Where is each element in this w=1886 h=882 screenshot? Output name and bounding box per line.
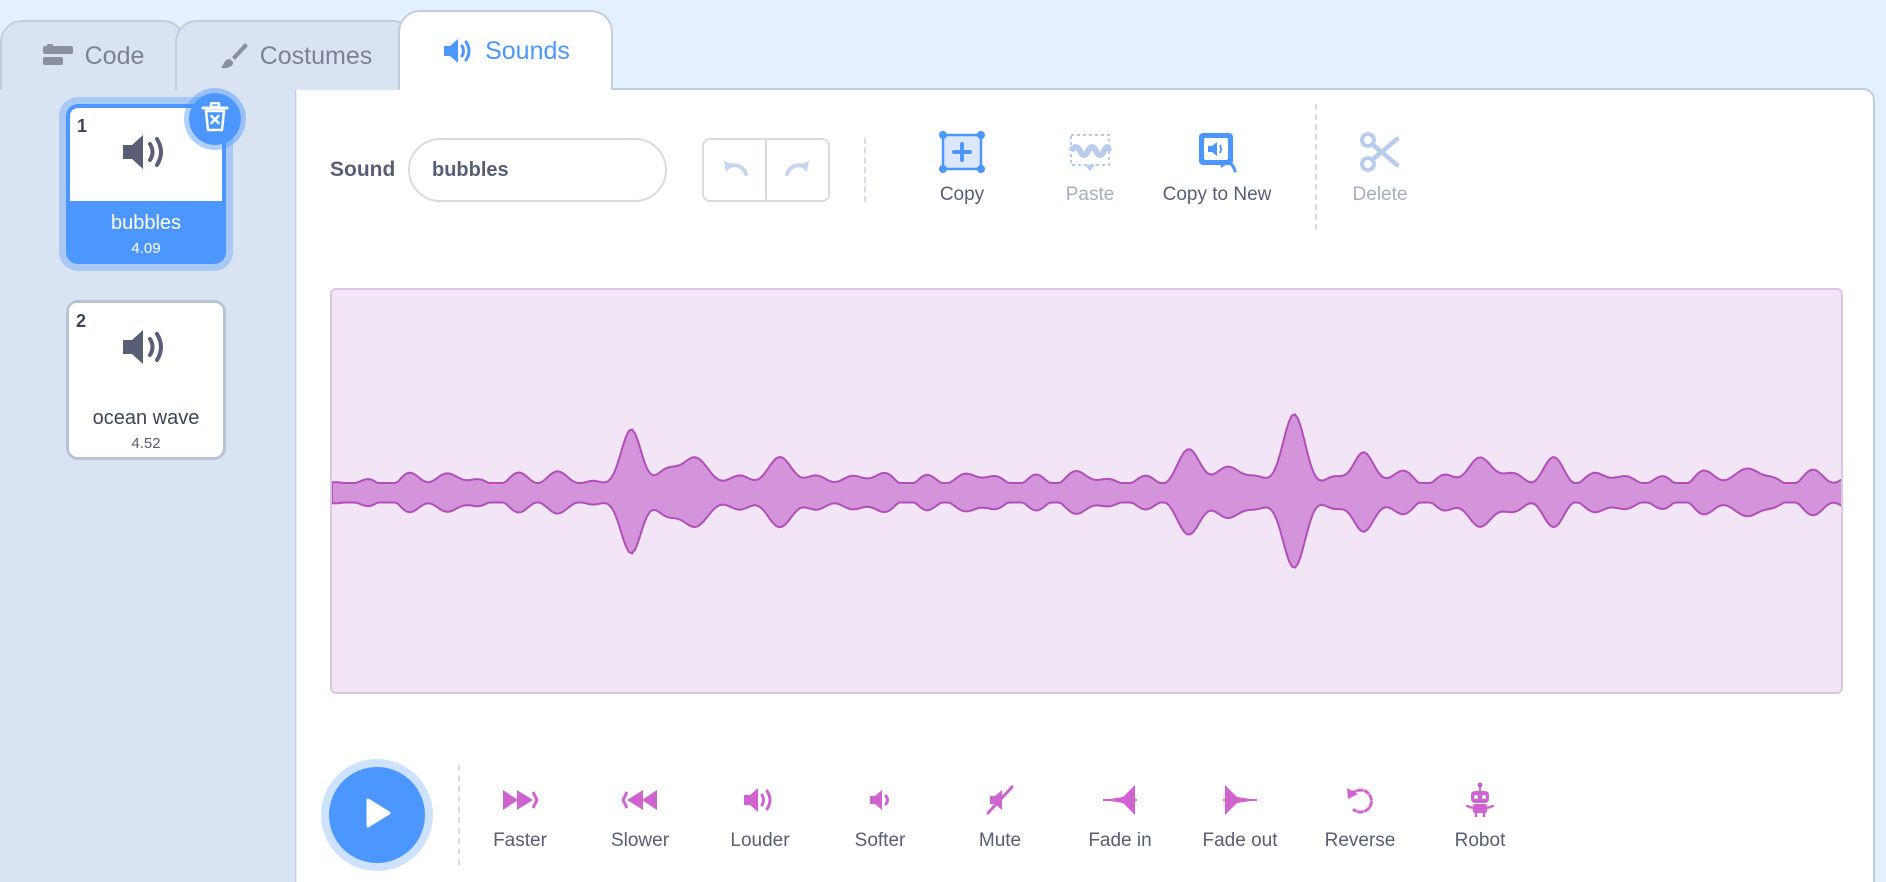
tab-code[interactable]: Code (0, 20, 185, 90)
copy-to-new-button[interactable]: Copy to New (1147, 130, 1287, 220)
effect-robot-label: Robot (1454, 830, 1506, 851)
redo-button[interactable] (765, 140, 828, 200)
effect-louder-label: Louder (730, 830, 790, 851)
trash-icon (201, 101, 229, 137)
tab-costumes-label: Costumes (259, 41, 373, 70)
effect-fade-out-button[interactable]: Fade out (1185, 780, 1295, 860)
tab-sounds-label: Sounds (485, 36, 570, 65)
sound-duration: 4.52 (131, 435, 161, 452)
sound-name-input[interactable] (408, 138, 667, 202)
undo-button[interactable] (704, 140, 765, 200)
effect-fade-in-label: Fade in (1088, 830, 1152, 851)
effect-slower-button[interactable]: Slower (585, 780, 695, 860)
undo-icon (719, 156, 751, 185)
effect-mute-button[interactable]: Mute (945, 780, 1055, 860)
speaker-icon (441, 36, 475, 66)
waveform-editor[interactable] (330, 288, 1843, 694)
speaker-icon (119, 130, 173, 179)
rewind-icon (621, 780, 659, 820)
divider (1315, 104, 1317, 230)
effect-fade-out-label: Fade out (1202, 830, 1278, 851)
editor-tabs: Code Costumes Sounds (0, 0, 1886, 90)
effect-mute-label: Mute (978, 830, 1022, 851)
reverse-icon (1344, 780, 1376, 820)
divider (864, 138, 866, 202)
effect-reverse-button[interactable]: Reverse (1305, 780, 1415, 860)
divider (458, 765, 460, 865)
paste-label: Paste (1065, 184, 1115, 205)
play-icon (362, 797, 392, 834)
sound-number: 2 (76, 311, 87, 331)
sound-item[interactable]: 2 ocean wave 4.52 (66, 300, 226, 460)
play-button[interactable] (329, 767, 425, 863)
copy-to-new-icon (1195, 130, 1239, 174)
effect-softer-button[interactable]: Softer (825, 780, 935, 860)
tab-code-label: Code (84, 41, 145, 70)
waveform-path (332, 413, 1841, 569)
scissors-icon (1359, 130, 1401, 174)
fade-out-icon (1221, 780, 1259, 820)
paste-button[interactable]: Paste (1025, 130, 1155, 220)
effect-softer-label: Softer (854, 830, 906, 851)
sound-name: ocean wave (92, 407, 200, 429)
effect-reverse-label: Reverse (1324, 830, 1396, 851)
waveform-graphic (332, 413, 1841, 569)
copy-button[interactable]: Copy (897, 130, 1027, 220)
code-blocks-icon (41, 44, 75, 68)
sound-thumbnail (69, 303, 223, 396)
mute-icon (984, 780, 1016, 820)
fast-forward-icon (501, 780, 539, 820)
effect-faster-button[interactable]: Faster (465, 780, 575, 860)
delete-sound-button[interactable] (184, 88, 246, 150)
fade-in-icon (1101, 780, 1139, 820)
delete-button[interactable]: Delete (1315, 130, 1445, 220)
paste-icon (1066, 130, 1114, 174)
effect-robot-button[interactable]: Robot (1425, 780, 1535, 860)
effect-slower-label: Slower (610, 830, 670, 851)
effect-louder-button[interactable]: Louder (705, 780, 815, 860)
redo-icon (782, 156, 814, 185)
sound-number: 1 (77, 116, 88, 136)
copy-to-new-label: Copy to New (1162, 184, 1272, 205)
sound-duration: 4.09 (131, 240, 161, 257)
delete-label: Delete (1352, 184, 1408, 205)
paintbrush-icon (218, 40, 250, 72)
robot-icon (1465, 780, 1495, 820)
effect-faster-label: Faster (493, 830, 547, 851)
sound-editor: Sound (297, 88, 1875, 882)
volume-down-icon (867, 780, 893, 820)
copy-icon (937, 130, 987, 174)
sound-item[interactable]: 1 bubbles 4.09 (66, 104, 226, 264)
tab-costumes[interactable]: Costumes (175, 20, 415, 90)
sound-name: bubbles (110, 212, 182, 234)
undo-redo-group (702, 138, 830, 202)
effect-fade-in-button[interactable]: Fade in (1065, 780, 1175, 860)
tab-sounds[interactable]: Sounds (398, 10, 613, 90)
speaker-icon (119, 325, 173, 374)
sound-name-label: Sound (330, 158, 396, 181)
volume-up-icon (742, 780, 778, 820)
sound-list: 1 bubbles 4.09 2 ocean wave 4.52 (0, 88, 296, 882)
copy-label: Copy (939, 184, 985, 205)
